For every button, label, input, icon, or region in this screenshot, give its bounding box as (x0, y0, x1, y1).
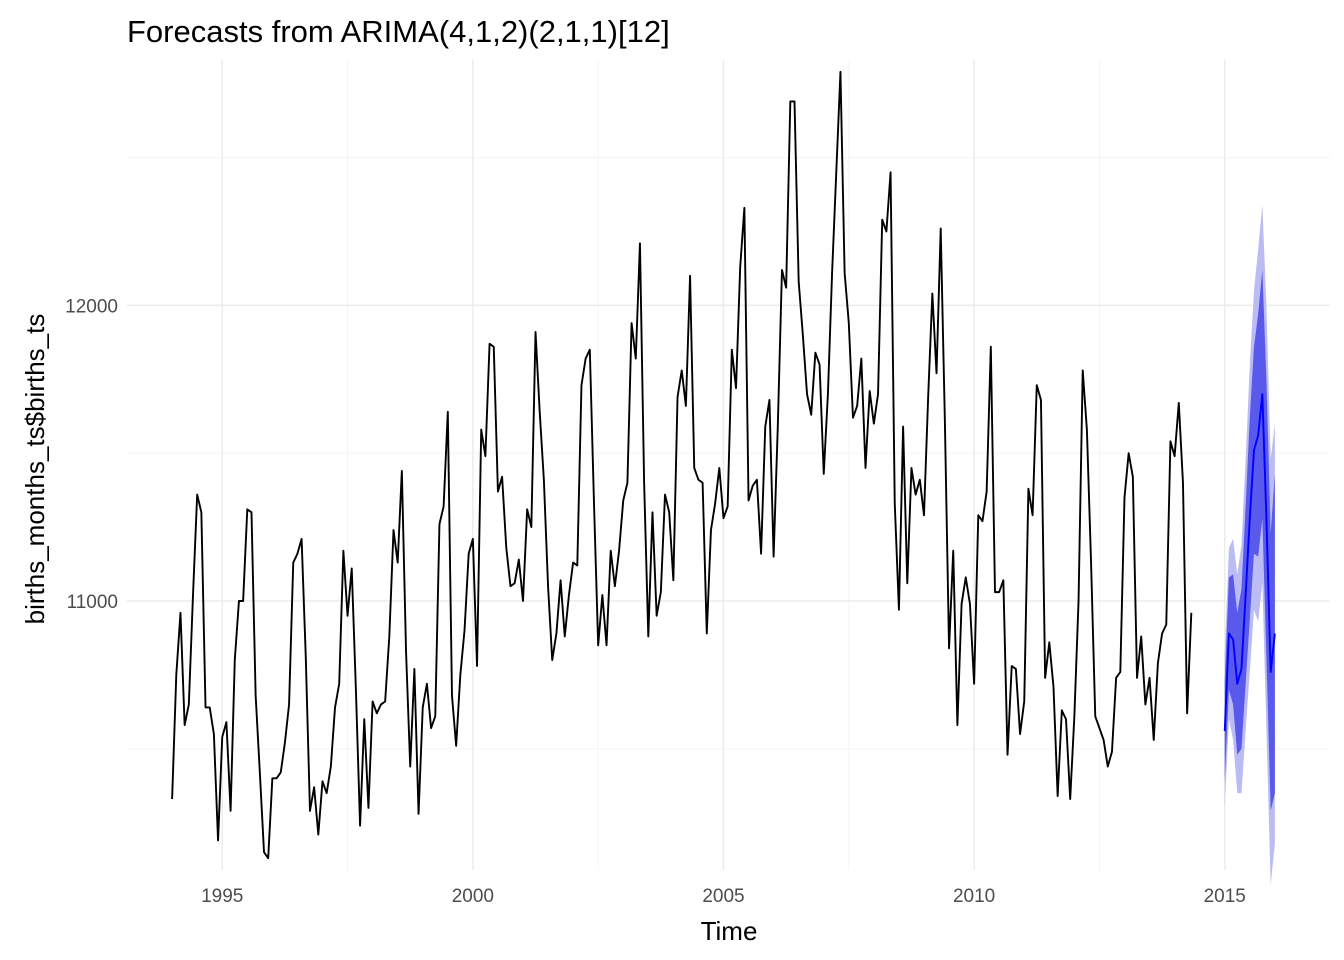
y-axis-title: births_months_ts$births_ts (20, 314, 50, 625)
y-tick-label: 12000 (65, 296, 118, 317)
chart-title: Forecasts from ARIMA(4,1,2)(2,1,1)[12] (127, 14, 670, 49)
y-tick-label: 11000 (67, 592, 118, 613)
forecast-series (1223, 393, 1276, 732)
y-axis-ticks: 11000 12000 (65, 296, 118, 613)
history-series (171, 70, 1193, 860)
x-tick-label: 2000 (452, 886, 494, 907)
x-tick-label: 1995 (201, 886, 243, 907)
grid-lines (127, 60, 1330, 870)
x-tick-label: 2005 (702, 886, 744, 907)
x-axis-ticks: 1995 2000 2005 2010 2015 (201, 886, 1246, 907)
forecast-mean-line (1223, 393, 1276, 732)
x-axis-title: Time (701, 916, 758, 946)
x-tick-label: 2010 (953, 886, 995, 907)
history-line (171, 70, 1193, 860)
x-tick-label: 2015 (1204, 886, 1246, 907)
